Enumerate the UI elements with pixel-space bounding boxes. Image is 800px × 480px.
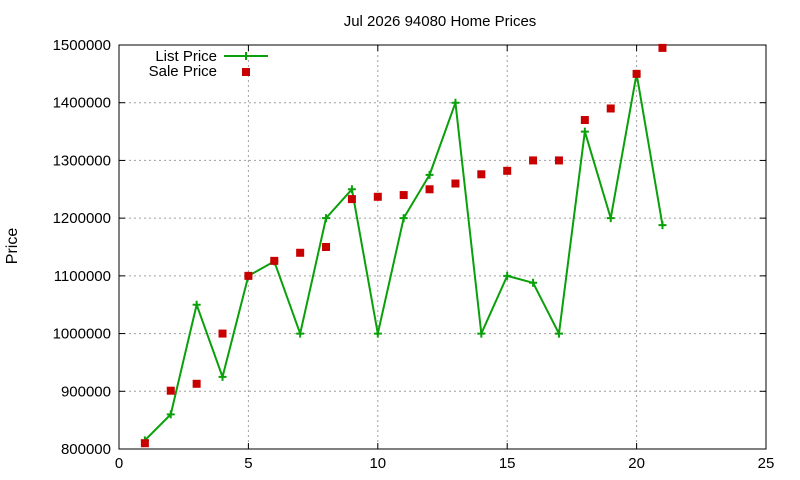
x-tick-label: 0 — [115, 455, 123, 472]
data-point-sale-price — [296, 248, 305, 257]
data-point-list-price — [218, 372, 227, 381]
data-point-sale-price — [166, 386, 175, 395]
plot-frame — [118, 44, 767, 450]
legend-label-sale-price: Sale Price — [149, 63, 217, 80]
data-point-list-price — [529, 278, 538, 287]
y-tick-label: 800000 — [61, 441, 111, 458]
data-point-sale-price — [503, 166, 512, 175]
data-point-sale-price — [373, 192, 382, 201]
data-point-sale-price — [658, 43, 667, 52]
data-point-sale-price — [529, 156, 538, 165]
legend-marker-list-price — [242, 52, 250, 60]
x-tick-label: 5 — [244, 455, 252, 472]
data-point-list-price — [554, 329, 563, 338]
data-point-sale-price — [580, 116, 589, 125]
y-tick-label: 1300000 — [53, 152, 111, 169]
y-tick-label: 1500000 — [53, 37, 111, 54]
y-tick-label: 900000 — [61, 383, 111, 400]
y-tick-label: 1400000 — [53, 95, 111, 112]
data-point-sale-price — [322, 243, 331, 251]
data-point-sale-price — [244, 271, 253, 280]
data-point-list-price — [322, 214, 331, 223]
x-tick-label: 10 — [369, 455, 386, 472]
data-point-list-price — [580, 127, 589, 136]
series — [140, 43, 667, 448]
data-point-list-price — [477, 329, 486, 338]
data-point-sale-price — [347, 195, 356, 204]
data-point-list-price — [451, 98, 460, 107]
legend-marker-sale-price — [242, 68, 250, 76]
data-point-sale-price — [606, 104, 615, 113]
data-point-sale-price — [554, 156, 563, 165]
data-point-list-price — [192, 300, 201, 309]
legend: List Price Sale Price — [149, 48, 268, 80]
chart-title: Jul 2026 94080 Home Prices — [344, 13, 537, 30]
data-point-sale-price — [425, 185, 434, 194]
grid — [119, 45, 766, 449]
y-tick-label: 1200000 — [53, 210, 111, 227]
data-point-sale-price — [632, 69, 641, 78]
data-point-sale-price — [477, 170, 486, 179]
data-point-list-price — [373, 329, 382, 338]
data-point-sale-price — [218, 329, 227, 338]
y-axis-label: Price — [4, 228, 21, 265]
legend-label-list-price: List Price — [155, 48, 217, 65]
data-point-sale-price — [140, 439, 149, 448]
data-point-sale-price — [399, 191, 408, 200]
data-point-list-price — [503, 271, 512, 280]
data-point-list-price — [399, 214, 408, 223]
y-tick-label: 1100000 — [54, 268, 111, 285]
data-point-list-price — [606, 214, 615, 223]
x-tick-label: 25 — [758, 455, 775, 472]
data-point-sale-price — [192, 379, 201, 388]
data-point-list-price — [425, 170, 434, 179]
data-point-list-price — [296, 329, 305, 338]
data-point-list-price — [658, 221, 667, 230]
data-point-sale-price — [451, 179, 460, 188]
y-tick-label: 1000000 — [53, 326, 111, 343]
x-tick-label: 15 — [499, 455, 516, 472]
data-point-list-price — [166, 410, 175, 419]
data-point-sale-price — [270, 256, 279, 265]
data-point-list-price — [347, 185, 356, 194]
x-tick-label: 20 — [628, 455, 645, 472]
